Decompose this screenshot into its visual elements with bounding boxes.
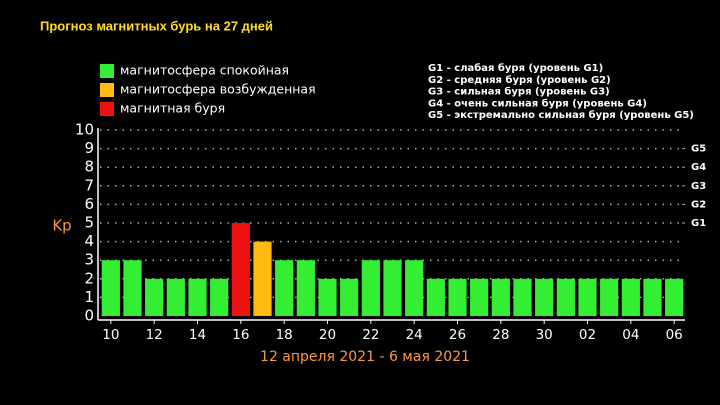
bar [665, 278, 684, 316]
legend-swatch [100, 64, 114, 78]
y2-tick-label: G3 [691, 181, 706, 192]
legend-label: магнитосфера возбужденная [120, 82, 316, 97]
bar [578, 278, 597, 316]
x-tick-label: 26 [449, 327, 466, 343]
x-tick-label: 04 [622, 327, 639, 343]
scale-note: G4 - очень сильная буря (уровень G4) [428, 97, 647, 109]
bar [405, 260, 424, 316]
x-tick-label: 12 [146, 327, 163, 343]
bar [188, 278, 207, 316]
x-tick-label: 16 [232, 327, 249, 343]
y-tick-label: 9 [84, 139, 94, 157]
bar [145, 278, 164, 316]
y-tick-label: 6 [84, 195, 94, 213]
bar [318, 278, 337, 316]
y-tick-label: 2 [84, 269, 94, 287]
bar [275, 260, 294, 316]
bar [643, 278, 662, 316]
bar [166, 278, 185, 316]
scale-note: G3 - сильная буря (уровень G3) [428, 86, 610, 98]
bar [600, 278, 619, 316]
bar [513, 278, 532, 316]
y-tick-label: 5 [84, 214, 94, 232]
x-tick-label: 06 [666, 327, 683, 343]
y-tick-label: 7 [84, 176, 94, 194]
y-tick-label: 4 [84, 232, 94, 250]
legend-swatch [100, 102, 114, 116]
bar [535, 278, 554, 316]
bar [340, 278, 359, 316]
x-tick-label: 20 [319, 327, 336, 343]
bar [361, 260, 380, 316]
y-tick-label: 3 [84, 251, 94, 269]
legend-label: магнитосфера спокойная [120, 63, 289, 78]
bar [296, 260, 315, 316]
bar [210, 278, 229, 316]
bar [491, 278, 510, 316]
bar [253, 241, 272, 316]
scale-note: G5 - экстремально сильная буря (уровень … [428, 109, 694, 121]
bar [556, 278, 575, 316]
x-axis-label: 12 апреля 2021 - 6 мая 2021 [260, 349, 470, 365]
bar [621, 278, 640, 316]
y-axis-label: Kp [52, 217, 71, 235]
scale-note: G1 - слабая буря (уровень G1) [428, 62, 603, 74]
y-tick-label: 0 [84, 307, 94, 325]
bar [470, 278, 489, 316]
y2-tick-label: G4 [691, 162, 706, 173]
legend-label: магнитная буря [120, 101, 225, 116]
bar [448, 278, 467, 316]
x-tick-label: 30 [536, 327, 553, 343]
y2-tick-label: G1 [691, 218, 706, 229]
x-tick-label: 18 [276, 327, 293, 343]
y-tick-label: 10 [75, 121, 94, 139]
y2-tick-label: G2 [691, 199, 706, 210]
y-tick-label: 1 [84, 288, 94, 306]
scale-note: G2 - средняя буря (уровень G2) [428, 74, 611, 86]
x-tick-label: 02 [579, 327, 596, 343]
bar [231, 223, 250, 316]
bar [426, 278, 445, 316]
x-tick-label: 14 [189, 327, 206, 343]
x-tick-label: 22 [362, 327, 379, 343]
x-tick-label: 10 [102, 327, 119, 343]
y2-tick-label: G5 [691, 144, 706, 155]
x-tick-label: 28 [492, 327, 509, 343]
legend-swatch [100, 83, 114, 97]
bar [383, 260, 402, 316]
bar [101, 260, 120, 316]
y-tick-label: 8 [84, 158, 94, 176]
x-tick-label: 24 [406, 327, 423, 343]
bar [123, 260, 142, 316]
chart-title: Прогноз магнитных бурь на 27 дней [40, 18, 273, 33]
